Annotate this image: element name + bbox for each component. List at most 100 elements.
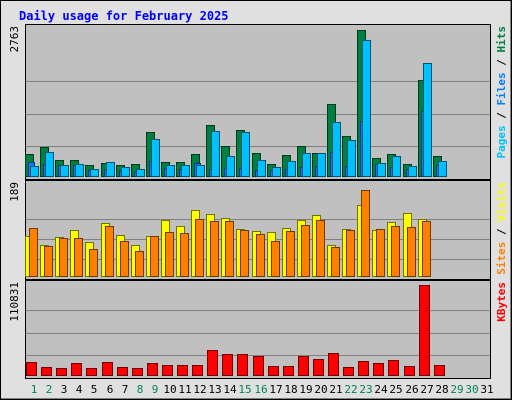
x-tick-day-28: 28 (435, 383, 448, 396)
x-tick-day-11: 11 (178, 383, 191, 396)
bar-pages-day-14 (226, 156, 235, 177)
legend-item: Files (495, 72, 508, 105)
legend-item: / (495, 222, 508, 242)
x-tick-day-10: 10 (163, 383, 176, 396)
bar-sites-day-2 (44, 246, 53, 277)
bar-pages-day-10 (166, 165, 175, 177)
bar-sites-day-21 (331, 247, 340, 277)
bar-kbytes-day-25 (388, 360, 399, 376)
legend-visits-sites: Sites / Visits (495, 182, 508, 275)
bar-pages-day-7 (121, 167, 130, 177)
x-tick-day-29: 29 (450, 383, 463, 396)
bar-kbytes-day-16 (253, 356, 264, 376)
bar-pages-day-1 (30, 166, 39, 177)
bar-pages-day-17 (272, 167, 281, 177)
bar-pages-day-21 (332, 122, 341, 177)
x-tick-day-18: 18 (284, 383, 297, 396)
bar-sites-day-11 (180, 233, 189, 277)
bar-pages-day-11 (181, 165, 190, 177)
bar-sites-day-12 (195, 219, 204, 277)
bar-pages-day-13 (211, 131, 220, 177)
x-tick-day-25: 25 (389, 383, 402, 396)
x-tick-day-19: 19 (299, 383, 312, 396)
bar-sites-day-26 (407, 227, 416, 277)
x-tick-day-3: 3 (61, 383, 68, 396)
bar-kbytes-day-13 (207, 350, 218, 376)
bar-sites-day-24 (376, 229, 385, 277)
bar-kbytes-day-2 (41, 367, 52, 376)
bar-sites-day-6 (105, 226, 114, 277)
legend-item: KBytes (495, 282, 508, 322)
x-tick-day-16: 16 (254, 383, 267, 396)
bar-kbytes-day-17 (268, 366, 279, 376)
x-tick-day-15: 15 (238, 383, 251, 396)
chart-title: Daily usage for February 2025 (19, 9, 229, 23)
bar-sites-day-10 (165, 232, 174, 277)
bar-kbytes-day-26 (404, 366, 415, 376)
bar-kbytes-day-19 (298, 356, 309, 376)
ymax-label-visits-sites: 189 (8, 182, 21, 202)
x-tick-day-6: 6 (107, 383, 114, 396)
x-tick-day-2: 2 (46, 383, 53, 396)
bar-sites-day-1 (29, 228, 38, 277)
legend-item: Visits (495, 182, 508, 222)
bar-kbytes-day-27 (419, 285, 430, 376)
bar-pages-day-25 (392, 156, 401, 177)
bar-sites-day-16 (256, 234, 265, 277)
bar-kbytes-day-11 (177, 365, 188, 376)
bar-kbytes-day-20 (313, 359, 324, 376)
bar-pages-day-2 (45, 152, 54, 177)
ymax-label-hits-files-pages: 2763 (8, 26, 21, 53)
bar-pages-day-19 (302, 153, 311, 177)
bar-kbytes-day-24 (373, 363, 384, 376)
x-tick-day-22: 22 (344, 383, 357, 396)
bar-sites-day-18 (286, 231, 295, 277)
x-tick-day-5: 5 (91, 383, 98, 396)
x-tick-day-27: 27 (420, 383, 433, 396)
legend-hits-files-pages: Pages / Files / Hits (495, 26, 508, 159)
bar-pages-day-9 (151, 139, 160, 177)
x-tick-day-9: 9 (152, 383, 159, 396)
x-tick-day-7: 7 (122, 383, 129, 396)
bar-pages-day-16 (257, 160, 266, 177)
bar-pages-day-3 (60, 165, 69, 177)
bar-kbytes-day-28 (434, 365, 445, 376)
bar-sites-day-3 (59, 238, 68, 277)
bar-kbytes-day-10 (162, 365, 173, 376)
bar-sites-day-7 (120, 241, 129, 277)
x-tick-day-30: 30 (465, 383, 478, 396)
bar-kbytes-day-3 (56, 368, 67, 376)
x-tick-day-24: 24 (374, 383, 388, 396)
bar-pages-day-8 (136, 169, 145, 177)
x-tick-day-13: 13 (208, 383, 221, 396)
bar-pages-day-18 (287, 161, 296, 177)
bar-kbytes-day-5 (86, 368, 97, 376)
bar-kbytes-day-23 (358, 361, 369, 376)
legend-item: / (495, 53, 508, 73)
bar-pages-day-15 (241, 132, 250, 177)
bar-pages-day-20 (317, 153, 326, 177)
x-tick-day-12: 12 (193, 383, 206, 396)
bar-pages-day-12 (196, 165, 205, 177)
legend-item: Sites (495, 242, 508, 275)
x-tick-day-31: 31 (480, 383, 493, 396)
bar-pages-day-5 (90, 169, 99, 177)
bar-kbytes-day-7 (117, 367, 128, 376)
bar-sites-day-22 (346, 230, 355, 277)
bar-sites-day-25 (391, 226, 400, 277)
bar-sites-day-20 (316, 220, 325, 277)
bar-sites-day-13 (210, 221, 219, 277)
bar-sites-day-23 (361, 190, 370, 277)
bar-pages-day-27 (423, 63, 432, 177)
x-tick-day-1: 1 (31, 383, 38, 396)
bar-kbytes-day-1 (26, 362, 37, 376)
bar-kbytes-day-6 (102, 362, 113, 376)
bar-kbytes-day-18 (283, 366, 294, 376)
x-tick-day-20: 20 (314, 383, 327, 396)
bar-kbytes-day-9 (147, 363, 158, 376)
bar-sites-day-19 (301, 225, 310, 277)
bar-sites-day-5 (89, 249, 98, 277)
x-tick-day-4: 4 (76, 383, 83, 396)
bar-sites-day-8 (135, 251, 144, 277)
